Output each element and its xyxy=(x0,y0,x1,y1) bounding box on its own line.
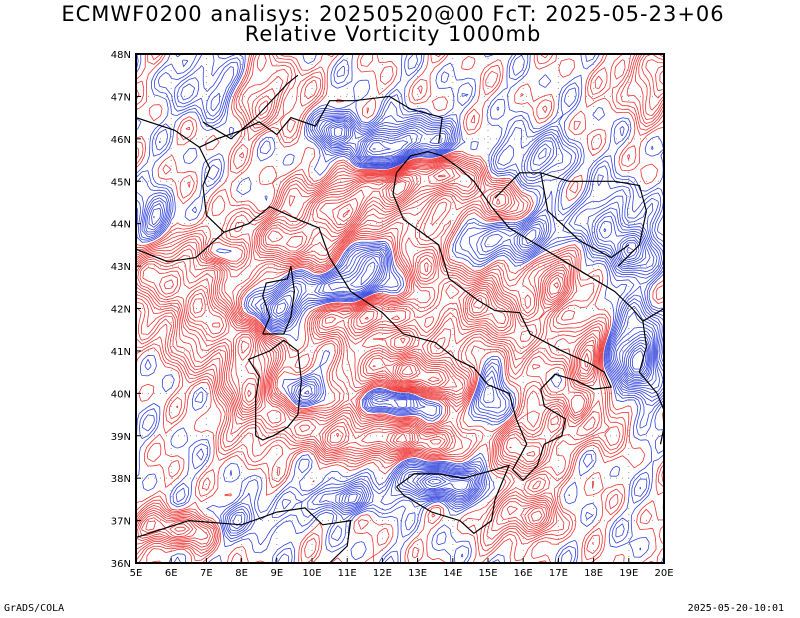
lon-tick-label: 12E xyxy=(373,568,392,579)
positive-vorticity-contour xyxy=(342,181,407,218)
negative-vorticity-contour xyxy=(143,66,664,534)
coast-border-line xyxy=(494,172,648,267)
coast-border-line xyxy=(136,117,200,148)
footer-timestamp: 2025-05-20-10:01 xyxy=(687,603,784,614)
lat-lon-grid xyxy=(136,54,664,563)
lon-tick-label: 16E xyxy=(514,568,533,579)
positive-vorticity-contour xyxy=(139,167,590,447)
lat-tick-label: 45N xyxy=(111,177,131,188)
coast-border-line xyxy=(540,172,630,259)
positive-vorticity-contour xyxy=(192,179,413,398)
lat-tick-label: 40N xyxy=(111,389,131,400)
positive-vorticity-contour xyxy=(159,174,487,443)
negative-vorticity-contour xyxy=(272,123,652,495)
lon-tick-label: 13E xyxy=(408,568,427,579)
positive-vorticity-contour xyxy=(136,54,664,545)
chart-subtitle: Relative Vorticity 1000mb xyxy=(244,22,542,46)
lat-tick-label: 47N xyxy=(111,92,131,103)
lat-tick-label: 43N xyxy=(111,262,131,273)
lon-tick-label: 14E xyxy=(443,568,462,579)
negative-vorticity-contour xyxy=(432,347,647,483)
coast-border-line xyxy=(276,507,352,563)
lat-tick-label: 37N xyxy=(111,517,131,528)
negative-vorticity-contour xyxy=(144,83,664,532)
lat-tick-label: 36N xyxy=(111,559,131,570)
lon-tick-label: 10E xyxy=(302,568,321,579)
footer-credit: GrADS/COLA xyxy=(4,603,65,614)
negative-vorticity-contour xyxy=(146,116,664,530)
chart-title: ECMWF0200 analisys: 20250520@00 FcT: 202… xyxy=(61,2,725,26)
vorticity-contours xyxy=(136,54,664,563)
latitude-labels: 48N 47N 46N 45N 44N 43N 42N 41N 40N 39N 38N 37N 36N xyxy=(111,50,131,570)
lat-tick-label: 41N xyxy=(111,347,131,358)
positive-vorticity-contour xyxy=(136,54,664,541)
lat-tick-label: 38N xyxy=(111,474,131,485)
negative-vorticity-contour xyxy=(334,126,650,491)
coast-border-line xyxy=(198,95,443,233)
coast-border-line xyxy=(136,511,278,539)
coast-border-line xyxy=(441,155,664,411)
longitude-labels: 5E 6E 7E 8E 9E 10E 11E 12E 13E 14E 15E 16E 17E 18E 19E… xyxy=(130,568,674,579)
lon-tick-label: 17E xyxy=(549,568,568,579)
coast-border-line xyxy=(223,150,613,482)
coast-border-line xyxy=(136,231,225,263)
lon-tick-label: 5E xyxy=(130,568,143,579)
coast-border-line xyxy=(396,464,511,535)
coast-border-line xyxy=(642,307,664,322)
lat-tick-label: 39N xyxy=(111,432,131,443)
lon-tick-label: 15E xyxy=(478,568,497,579)
negative-vorticity-contour xyxy=(270,121,653,503)
coast-border-line xyxy=(262,265,296,335)
positive-vorticity-contour xyxy=(136,69,664,536)
lat-tick-label: 48N xyxy=(111,50,131,61)
lon-tick-label: 7E xyxy=(200,568,213,579)
lat-tick-label: 46N xyxy=(111,135,131,146)
coast-border-line xyxy=(463,565,474,567)
lat-tick-label: 44N xyxy=(111,220,131,231)
axis-ticks xyxy=(135,53,665,564)
negative-vorticity-contour xyxy=(368,142,649,489)
coast-border-line xyxy=(247,339,303,441)
lon-tick-label: 11E xyxy=(338,568,357,579)
lon-tick-label: 6E xyxy=(165,568,178,579)
lon-tick-label: 18E xyxy=(584,568,603,579)
lat-tick-label: 42N xyxy=(111,305,131,316)
positive-vorticity-contour xyxy=(142,168,559,445)
negative-vorticity-contour xyxy=(631,350,645,370)
coastline xyxy=(136,74,664,567)
lon-tick-label: 20E xyxy=(654,568,673,579)
lon-tick-label: 9E xyxy=(270,568,283,579)
positive-vorticity-contour xyxy=(136,65,664,538)
coast-border-line xyxy=(202,74,299,140)
positive-vorticity-contour xyxy=(163,177,484,403)
positive-vorticity-contour xyxy=(136,54,664,561)
positive-vorticity-contour xyxy=(137,166,592,532)
lon-tick-label: 19E xyxy=(619,568,638,579)
positive-vorticity-contour xyxy=(136,54,664,563)
lon-tick-label: 8E xyxy=(235,568,248,579)
positive-vorticity-contour xyxy=(136,59,664,539)
negative-vorticity-contour xyxy=(141,61,664,537)
